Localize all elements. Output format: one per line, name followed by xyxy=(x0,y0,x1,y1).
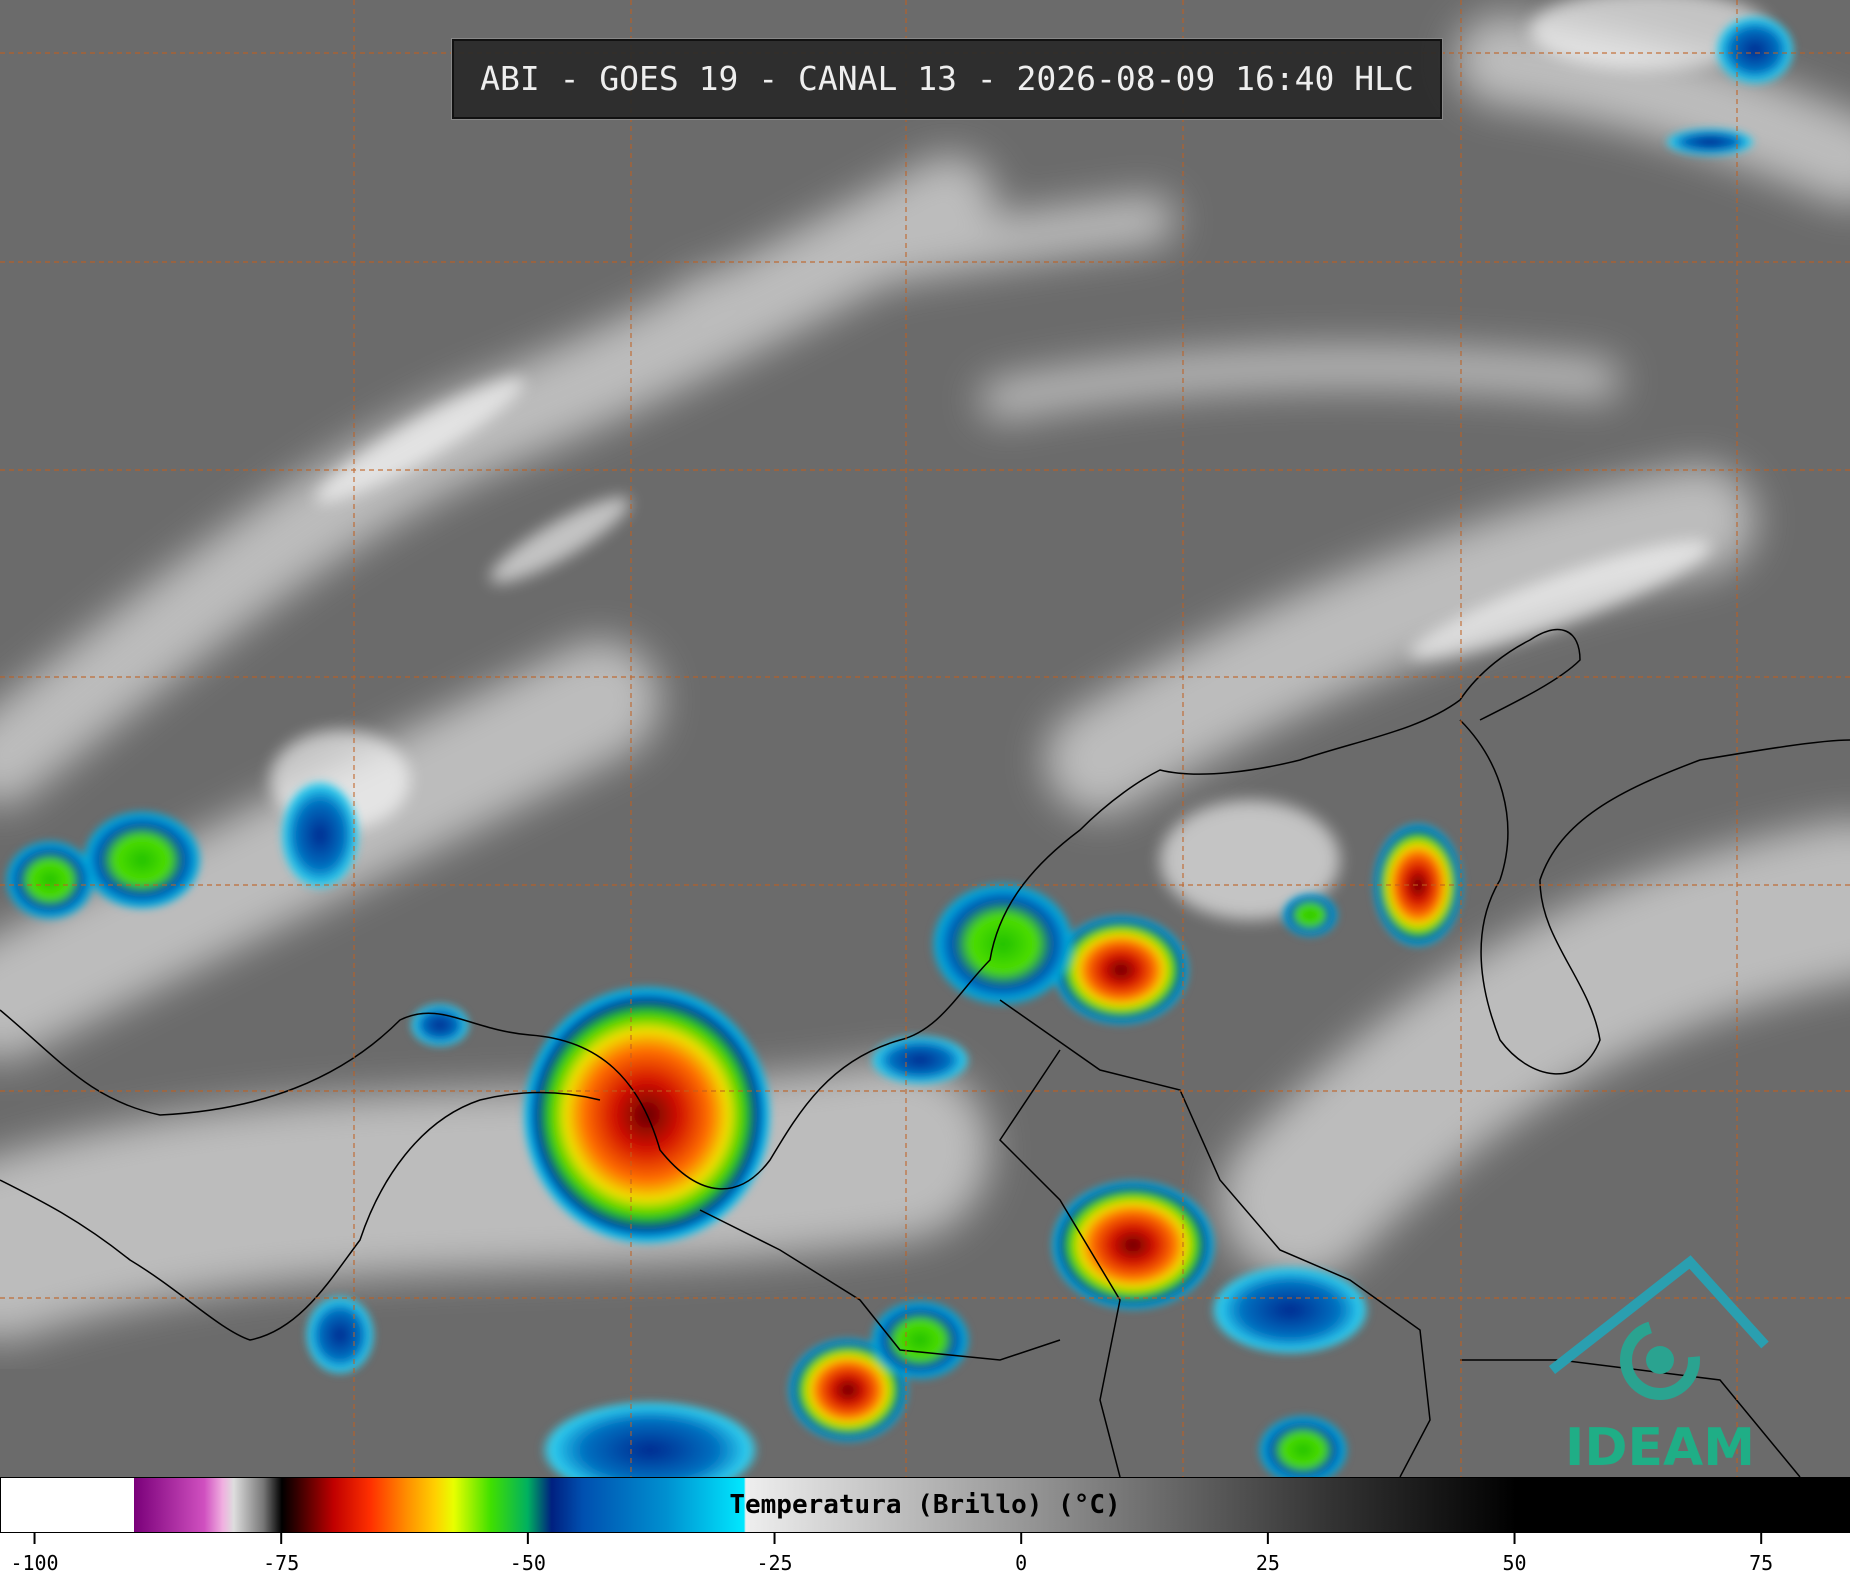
colorbar-label: Temperatura (Brillo) (°C) xyxy=(729,1490,1121,1520)
coastlines xyxy=(0,629,1850,1477)
cloud-streaks xyxy=(270,0,1770,920)
colorbar xyxy=(0,1477,1850,1533)
tick-label: -50 xyxy=(510,1551,546,1575)
tick-label: 25 xyxy=(1256,1551,1280,1575)
tick-label: 75 xyxy=(1749,1551,1773,1575)
satellite-map: IDEAM xyxy=(0,0,1850,1477)
logo-text: IDEAM xyxy=(1565,1418,1755,1477)
graticule xyxy=(0,0,1850,1477)
title: ABI - GOES 19 - CANAL 13 - 2026-08-09 16… xyxy=(451,38,1443,120)
tick-label: 50 xyxy=(1502,1551,1526,1575)
colorbar-axis: -100 -75 -50 -25 0 25 50 75 xyxy=(10,1532,1773,1575)
tick-label: -75 xyxy=(263,1551,299,1575)
tick-label: -25 xyxy=(756,1551,792,1575)
tick-label: 0 xyxy=(1015,1551,1027,1575)
logo: IDEAM xyxy=(1548,1255,1769,1477)
tick-label: -100 xyxy=(10,1551,58,1575)
